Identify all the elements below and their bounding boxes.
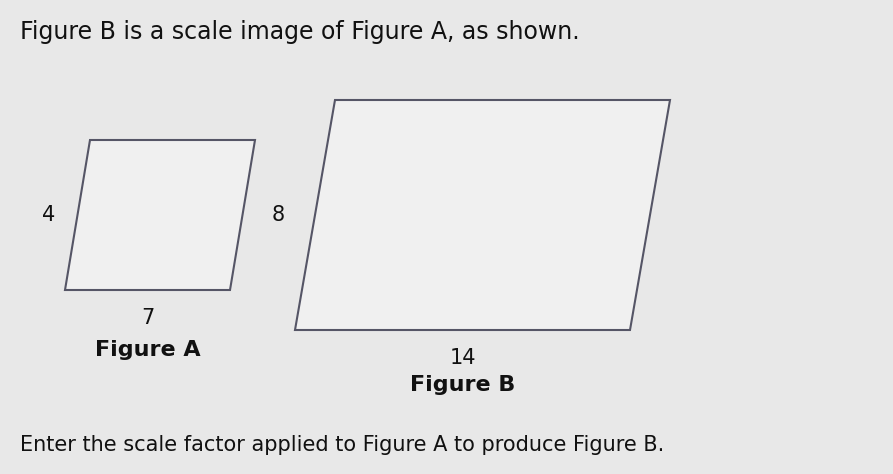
Text: 7: 7 xyxy=(141,308,154,328)
Text: Enter the scale factor applied to Figure A to produce Figure B.: Enter the scale factor applied to Figure… xyxy=(20,435,664,455)
Text: 8: 8 xyxy=(271,205,285,225)
Polygon shape xyxy=(295,100,670,330)
Text: 14: 14 xyxy=(450,348,476,368)
Text: Figure B: Figure B xyxy=(410,375,515,395)
Text: Figure B is a scale image of Figure A, as shown.: Figure B is a scale image of Figure A, a… xyxy=(20,20,580,44)
Text: Figure A: Figure A xyxy=(96,340,201,360)
Polygon shape xyxy=(65,140,255,290)
Text: 4: 4 xyxy=(42,205,55,225)
